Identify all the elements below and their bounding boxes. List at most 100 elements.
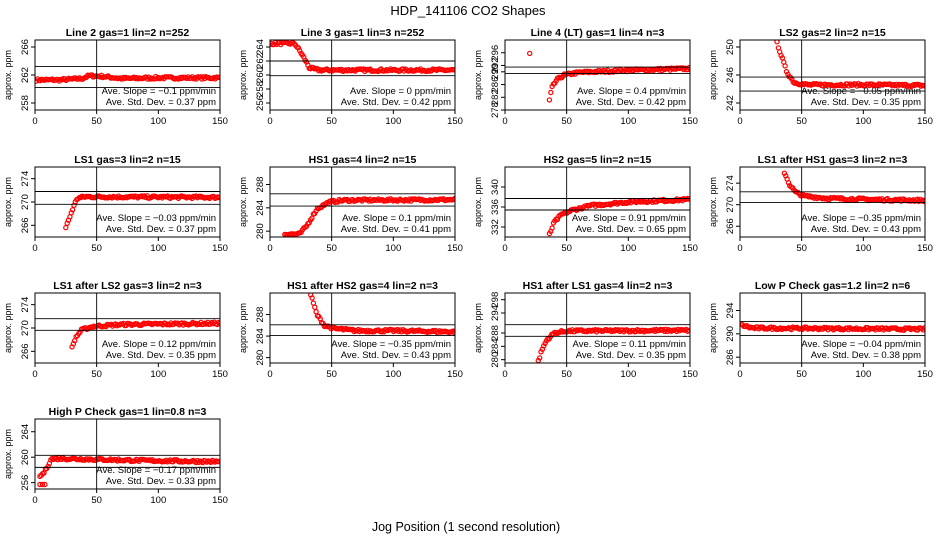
data-point bbox=[216, 194, 220, 201]
x-tick-label: 100 bbox=[385, 243, 401, 254]
data-point bbox=[42, 481, 48, 488]
x-tick-label: 0 bbox=[737, 369, 742, 380]
plot-frame bbox=[739, 166, 926, 238]
x-tick-label: 50 bbox=[561, 369, 572, 380]
slope-annotation: Ave. Slope = −0.35 ppm/min bbox=[801, 213, 921, 224]
x-tick-label: 50 bbox=[796, 243, 807, 254]
x-tick-label: 0 bbox=[737, 243, 742, 254]
y-axis-label: approx. ppm bbox=[238, 50, 248, 100]
plot-frame bbox=[504, 39, 691, 111]
panel-13: High P Check gas=1 lin=0.8 n=3 0 50 100 150 2… bbox=[3, 406, 228, 506]
std-dev-annotation: Ave. Std. Dev. = 0.42 ppm bbox=[341, 97, 451, 108]
x-tick-label: 100 bbox=[855, 116, 871, 127]
std-dev-annotation: Ave. Std. Dev. = 0.33 ppm bbox=[106, 476, 216, 487]
plot-frame bbox=[269, 292, 456, 364]
y-axis-label: approx. ppm bbox=[473, 303, 483, 353]
data-point bbox=[63, 224, 69, 231]
x-tick-label: 0 bbox=[32, 369, 37, 380]
data-point bbox=[39, 481, 46, 488]
y-tick-label: 262 bbox=[20, 67, 31, 83]
y-axis-label: approx. ppm bbox=[473, 50, 483, 100]
plot-frame bbox=[34, 418, 221, 490]
y-tick-label: 280 bbox=[255, 223, 266, 239]
y-axis-label: approx. ppm bbox=[473, 177, 483, 227]
x-tick-label: 100 bbox=[385, 369, 401, 380]
slope-annotation: Ave. Slope = −0.05 ppm/min bbox=[801, 86, 921, 97]
y-tick-label: 274 bbox=[20, 297, 31, 313]
y-axis-label: approx. ppm bbox=[708, 303, 718, 353]
x-tick-label: 100 bbox=[620, 369, 636, 380]
slope-annotation: Ave. Slope = 0.11 ppm/min bbox=[573, 339, 686, 350]
y-tick-label: 242 bbox=[725, 95, 736, 111]
x-tick-label: 100 bbox=[620, 116, 636, 127]
x-tick-label: 0 bbox=[502, 243, 507, 254]
x-tick-label: 50 bbox=[91, 369, 102, 380]
x-tick-label: 150 bbox=[447, 243, 463, 254]
x-tick-label: 150 bbox=[682, 369, 698, 380]
data-point bbox=[921, 325, 925, 331]
std-dev-annotation: Ave. Std. Dev. = 0.35 ppm bbox=[106, 350, 216, 361]
std-dev-annotation: Ave. Std. Dev. = 0.42 ppm bbox=[576, 97, 686, 108]
slope-annotation: Ave. Slope = −0.04 ppm/min bbox=[801, 339, 921, 350]
y-tick-label: 280 bbox=[490, 352, 501, 368]
data-point bbox=[838, 194, 845, 201]
panel-title: Line 2 gas=1 lin=2 n=252 bbox=[66, 27, 190, 39]
data-point bbox=[216, 74, 220, 80]
x-tick-label: 50 bbox=[796, 116, 807, 127]
data-point bbox=[553, 78, 559, 84]
x-tick-label: 50 bbox=[561, 116, 572, 127]
panel-10: HS1 after HS2 gas=4 lin=2 n=3 0 50 100 150 28… bbox=[238, 280, 463, 380]
slope-annotation: Ave. Slope = 0 ppm/min bbox=[350, 86, 451, 97]
slope-annotation: Ave. Slope = −0.35 ppm/min bbox=[331, 339, 451, 350]
data-series bbox=[774, 40, 925, 90]
data-series bbox=[740, 321, 925, 333]
data-point bbox=[548, 89, 554, 96]
y-tick-label: 288 bbox=[255, 307, 266, 323]
data-point bbox=[451, 196, 455, 202]
x-tick-label: 0 bbox=[737, 116, 742, 127]
y-tick-label: 274 bbox=[725, 175, 736, 191]
data-series bbox=[35, 72, 220, 84]
data-point bbox=[537, 355, 543, 361]
x-tick-label: 150 bbox=[212, 243, 228, 254]
x-tick-label: 50 bbox=[326, 369, 337, 380]
y-tick-label: 284 bbox=[255, 200, 266, 216]
data-point bbox=[782, 63, 788, 69]
x-tick-label: 100 bbox=[150, 243, 166, 254]
y-tick-label: 284 bbox=[255, 328, 266, 344]
y-tick-label: 290 bbox=[490, 64, 501, 80]
data-point bbox=[781, 170, 788, 176]
slope-annotation: Ave. Slope = 0.4 ppm/min bbox=[577, 86, 686, 97]
slope-annotation: Ave. Slope = −0.1 ppm/min bbox=[102, 86, 216, 97]
panel-1: Line 2 gas=1 lin=2 n=252 0 50 100 150 258 262 2… bbox=[3, 27, 228, 127]
panel-title: Low P Check gas=1.2 lin=2 n=6 bbox=[755, 280, 910, 292]
slope-annotation: Ave. Slope = 0.91 ppm/min bbox=[572, 213, 686, 224]
std-dev-annotation: Ave. Std. Dev. = 0.43 ppm bbox=[341, 350, 451, 361]
slope-annotation: Ave. Slope = 0.1 ppm/min bbox=[342, 213, 451, 224]
std-dev-annotation: Ave. Std. Dev. = 0.35 ppm bbox=[576, 350, 686, 361]
panel-title: LS1 gas=3 lin=2 n=15 bbox=[74, 154, 181, 166]
x-tick-label: 150 bbox=[917, 369, 933, 380]
panel-11: HS1 after LS1 gas=4 lin=2 n=3 0 50 100 150 28… bbox=[473, 280, 698, 380]
panel-12: Low P Check gas=1.2 lin=2 n=6 0 50 100 150 28… bbox=[708, 280, 933, 380]
data-point bbox=[921, 198, 925, 205]
x-tick-label: 150 bbox=[212, 495, 228, 506]
data-point bbox=[783, 68, 790, 75]
x-tick-label: 100 bbox=[150, 116, 166, 127]
data-point bbox=[37, 481, 43, 488]
slope-annotation: Ave. Slope = 0.12 ppm/min bbox=[102, 339, 216, 350]
y-tick-label: 286 bbox=[725, 349, 736, 365]
data-point bbox=[451, 67, 455, 73]
x-tick-label: 0 bbox=[267, 116, 272, 127]
panel-8: LS1 after HS1 gas=3 lin=2 n=3 0 50 100 150 26… bbox=[708, 154, 933, 254]
y-tick-label: 274 bbox=[20, 171, 31, 187]
y-tick-label: 246 bbox=[725, 67, 736, 83]
data-series bbox=[37, 455, 220, 488]
y-tick-label: 270 bbox=[725, 197, 736, 213]
y-axis-label: approx. ppm bbox=[3, 429, 13, 479]
panel-title: HS1 after LS1 gas=4 lin=2 n=3 bbox=[523, 280, 673, 292]
std-dev-annotation: Ave. Std. Dev. = 0.37 ppm bbox=[106, 224, 216, 235]
